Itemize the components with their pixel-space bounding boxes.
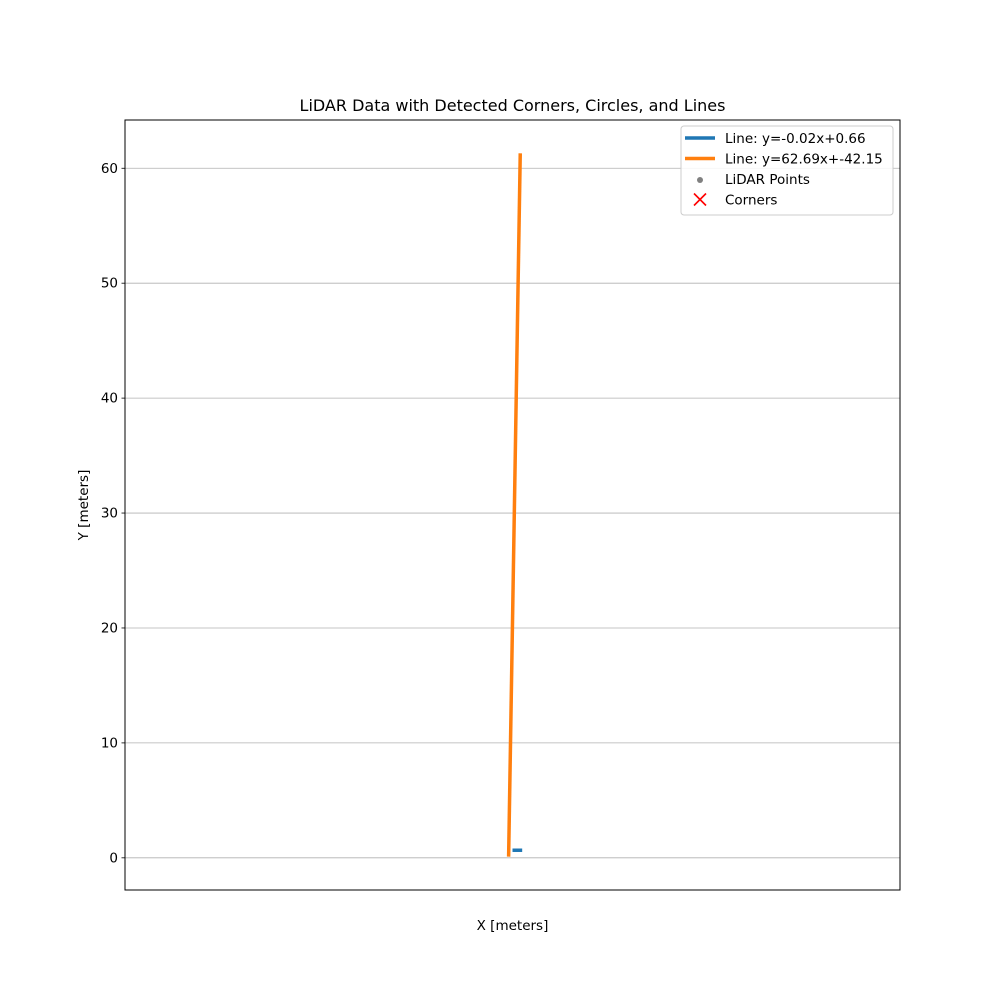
x-axis-label: X [meters]: [477, 918, 549, 934]
y-axis-ticks: 0 10 20 30 40 50 60: [101, 161, 125, 866]
y-tick-label: 0: [109, 850, 118, 866]
legend-dot-swatch: [697, 177, 703, 183]
y-tick-label: 10: [101, 735, 118, 751]
y-axis-label: Y [meters]: [76, 470, 92, 542]
legend-x-swatch: [693, 192, 707, 207]
y-tick-label: 20: [101, 620, 118, 636]
y-tick-label: 50: [101, 276, 118, 292]
legend-box: [680, 125, 894, 216]
series-line-2: [506, 153, 522, 857]
chart-title: LiDAR Data with Detected Corners, Circle…: [300, 96, 726, 115]
series-lines: [506, 153, 523, 857]
plot-area-frame: [124, 119, 901, 891]
y-tick-label: 60: [101, 161, 118, 177]
y-tick-label: 40: [101, 391, 118, 407]
legend-entry-label: Line: y=-0.02x+0.66: [725, 131, 866, 147]
legend-entry-label: Line: y=62.69x+-42.15: [725, 152, 883, 168]
legend: Line: y=-0.02x+0.66 Line: y=62.69x+-42.15…: [680, 125, 894, 216]
legend-entry-label: LiDAR Points: [725, 172, 810, 188]
y-tick-label: 30: [101, 506, 118, 522]
legend-entry-label: Corners: [725, 193, 777, 209]
